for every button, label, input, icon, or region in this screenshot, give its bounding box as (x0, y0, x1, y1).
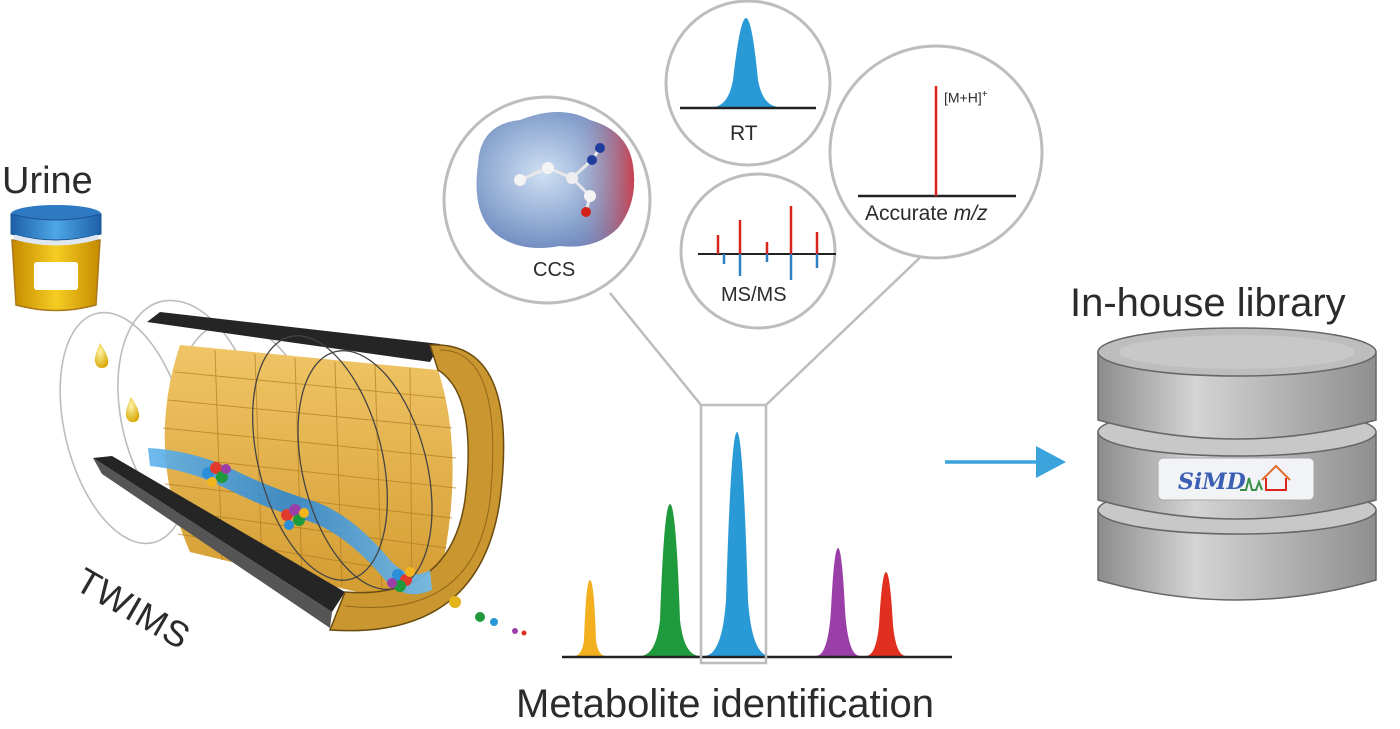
urine-cup-icon (10, 205, 102, 312)
accurate-mz-label: Accurate m/z (865, 203, 988, 224)
ion-annotation: [M+H]+ (944, 89, 988, 106)
ccs-label: CCS (533, 259, 576, 281)
peak-red (866, 572, 906, 656)
droplet-icon (125, 397, 140, 423)
ion-cluster (281, 504, 309, 530)
logo-house-icon (1240, 464, 1291, 491)
twims-device (59, 299, 505, 632)
selection-box (699, 403, 768, 665)
rt-peak (712, 18, 780, 107)
ion-cluster (387, 567, 415, 592)
droplet-icon (94, 343, 109, 369)
peak-blue (704, 432, 770, 656)
accurate-mz-label-plain: Accurate (865, 202, 954, 225)
exiting-ions (449, 596, 527, 636)
charge-superscript: + (981, 89, 988, 100)
workflow-label: Metabolite identification (516, 682, 935, 726)
accurate-mz-panel (828, 44, 1044, 260)
rt-panel (664, 0, 832, 167)
peak-yellow (574, 580, 606, 656)
peak-purple (816, 548, 860, 656)
ion-cluster (202, 462, 231, 487)
simd-logo-text: SiMD (1178, 469, 1246, 495)
accurate-mz-label-italic: m/z (953, 202, 988, 225)
arrow-icon (945, 446, 1066, 478)
peak-green (640, 504, 700, 656)
chromatogram (562, 403, 952, 665)
msms-spectrum (698, 206, 836, 280)
database-icon: SiMD (1097, 327, 1377, 601)
msms-panel (679, 172, 837, 330)
ccs-panel (442, 95, 652, 305)
msms-label: MS/MS (721, 284, 787, 306)
rt-label: RT (730, 122, 758, 145)
molecule-surface (476, 112, 635, 248)
callout-connectors (609, 247, 931, 406)
sample-label: Urine (2, 160, 93, 202)
library-label: In-house library (1070, 281, 1346, 325)
